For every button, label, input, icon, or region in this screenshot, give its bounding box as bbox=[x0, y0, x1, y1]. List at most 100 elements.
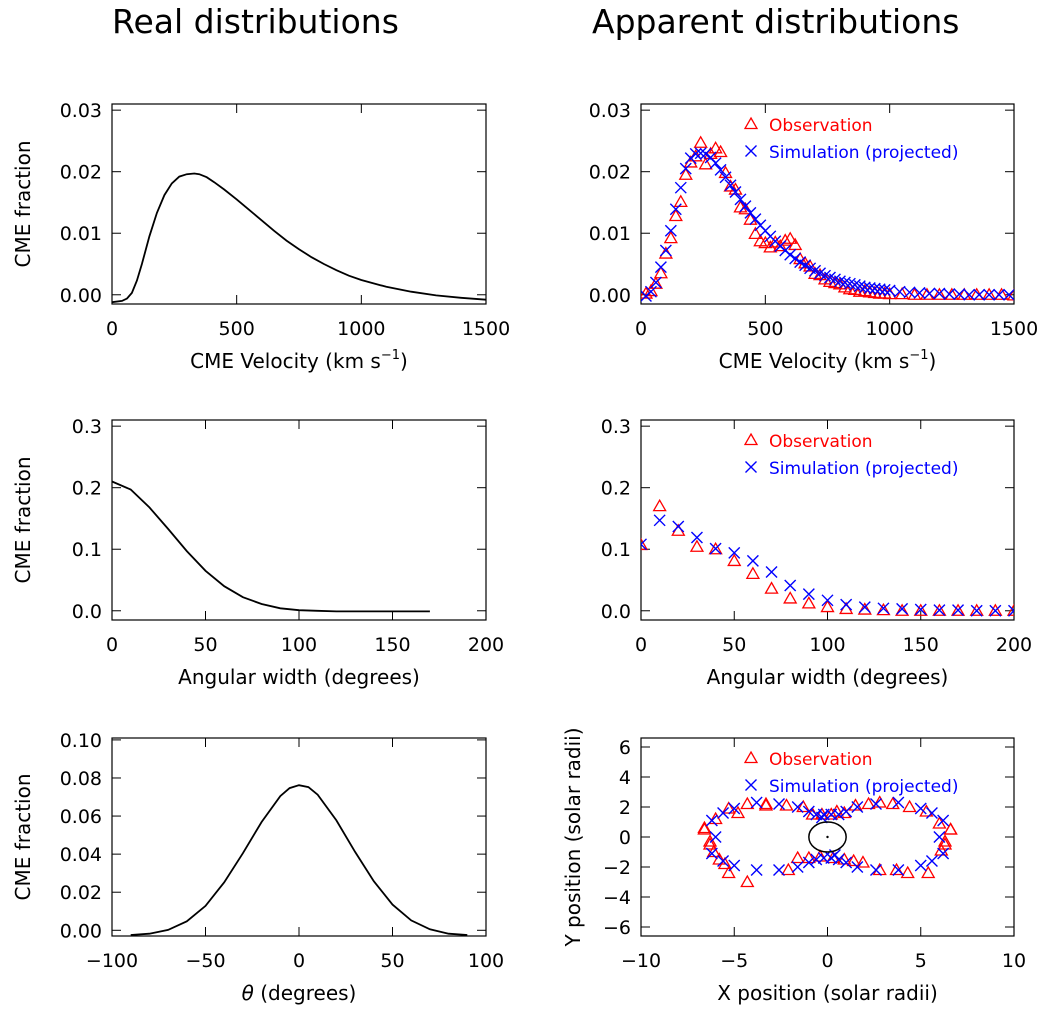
observation-point bbox=[702, 834, 718, 847]
plot-area bbox=[112, 480, 430, 613]
apparent-position-panel: −10 −5 0 5 10 −6 −4 −2 0 2 4 6 X position (solar rad… bbox=[561, 727, 1026, 1005]
x-tick-label: 500 bbox=[747, 318, 783, 340]
x-tick-label: 0 bbox=[293, 950, 305, 972]
sun-disk-outline bbox=[808, 821, 847, 853]
y-tick-label: 0.00 bbox=[589, 285, 631, 307]
y-tick-label: 0.06 bbox=[60, 806, 102, 828]
x-tick-label: 1500 bbox=[462, 318, 510, 340]
observation-point bbox=[702, 837, 718, 850]
y-tick-label: 0.2 bbox=[72, 478, 102, 500]
observation-point bbox=[894, 603, 910, 616]
x-tick-label: 1500 bbox=[990, 318, 1038, 340]
y-tick-label: 0.08 bbox=[60, 768, 102, 790]
y-tick-label: 4 bbox=[619, 767, 631, 789]
x-tick-label: 100 bbox=[809, 634, 845, 656]
y-tick-label: 0 bbox=[619, 827, 631, 849]
simulation-point bbox=[868, 282, 881, 295]
simulation-point bbox=[664, 224, 677, 237]
y-tick-label: 0.04 bbox=[60, 844, 102, 866]
y-tick-label: 0.3 bbox=[72, 416, 102, 438]
observation-point bbox=[790, 850, 805, 864]
plot-frame bbox=[111, 103, 487, 305]
simulation-point bbox=[815, 811, 828, 824]
observation-point bbox=[673, 194, 688, 207]
simulation-point bbox=[840, 856, 853, 869]
simulation-point bbox=[873, 283, 886, 296]
simulation-point bbox=[914, 859, 927, 872]
legend-label: Simulation (projected) bbox=[769, 143, 958, 163]
simulation-point bbox=[858, 601, 871, 614]
x-tick-label: 1000 bbox=[337, 318, 385, 340]
y-tick-label: 0.01 bbox=[60, 223, 102, 245]
simulation-point bbox=[937, 847, 950, 860]
simulation-point bbox=[1008, 604, 1014, 617]
observation-point bbox=[678, 167, 693, 180]
x-axis-label-sup: −1 bbox=[909, 348, 928, 363]
simulation-point bbox=[802, 588, 815, 601]
x-axis-label: CME Velocity (km s−1) bbox=[190, 348, 408, 373]
simulation-point bbox=[863, 282, 876, 294]
observation-point bbox=[758, 796, 774, 810]
x-tick-label: 1000 bbox=[865, 318, 913, 340]
y-tick-label: 0.2 bbox=[601, 478, 631, 500]
x-tick-label: 10 bbox=[1002, 950, 1026, 972]
plot-area bbox=[641, 135, 1014, 302]
observation-point bbox=[641, 537, 649, 551]
observation-point bbox=[857, 602, 872, 615]
observation-point bbox=[727, 553, 742, 567]
simulation-point bbox=[892, 796, 905, 809]
observation-point bbox=[861, 796, 876, 810]
observation-point bbox=[643, 283, 659, 297]
observation-point bbox=[730, 805, 746, 819]
observation-point bbox=[668, 208, 683, 222]
simulation-point bbox=[679, 162, 692, 175]
simulation-point bbox=[943, 288, 956, 301]
simulation-point bbox=[869, 864, 882, 876]
observation-point bbox=[713, 144, 728, 158]
observation-point bbox=[950, 603, 966, 616]
observation-point bbox=[937, 837, 953, 850]
x-axis-label-text: Angular width (degrees) bbox=[707, 665, 949, 689]
observation-point bbox=[781, 862, 796, 876]
observation-point bbox=[768, 235, 783, 248]
simulation-point bbox=[953, 288, 966, 301]
right-column-title: Apparent distributions bbox=[592, 2, 960, 41]
simulation-point bbox=[896, 602, 909, 615]
x-tick-label: 0 bbox=[106, 318, 118, 340]
simulation-point bbox=[933, 287, 946, 300]
simulation-point bbox=[963, 288, 976, 301]
observation-point bbox=[796, 799, 811, 813]
y-tick-label: 0.0 bbox=[601, 601, 631, 623]
simulation-point bbox=[659, 244, 672, 257]
simulation-point bbox=[746, 554, 759, 567]
observation-point bbox=[783, 231, 798, 244]
plot-area bbox=[130, 784, 468, 936]
simulation-point bbox=[749, 213, 762, 226]
y-axis-label: Y position (solar radii) bbox=[561, 727, 585, 947]
observation-point bbox=[913, 603, 928, 616]
simulation-point bbox=[925, 855, 938, 867]
x-axis-label: Angular width (degrees) bbox=[178, 665, 420, 689]
legend-label: Observation bbox=[769, 750, 873, 770]
legend-simulation-marker bbox=[745, 145, 757, 157]
simulation-point bbox=[878, 283, 891, 296]
y-tick-label: 0.02 bbox=[589, 162, 631, 184]
simulation-point bbox=[892, 864, 905, 876]
simulation-point bbox=[784, 579, 797, 592]
x-tick-label: 50 bbox=[722, 634, 746, 656]
x-axis-label-text: (degrees) bbox=[254, 981, 356, 1005]
legend-observation-marker bbox=[743, 432, 759, 446]
x-axis-label: CME Velocity (km s−1) bbox=[719, 348, 937, 373]
simulation-point bbox=[694, 147, 707, 160]
observation-point bbox=[943, 822, 958, 835]
simulation-point bbox=[689, 147, 702, 160]
simulation-point bbox=[649, 276, 662, 289]
x-tick-label: 200 bbox=[468, 634, 504, 656]
observation-point bbox=[697, 822, 712, 835]
x-axis-label: θ (degrees) bbox=[242, 981, 357, 1005]
observation-point bbox=[855, 855, 871, 868]
simulation-point bbox=[802, 856, 815, 869]
simulation-point bbox=[914, 802, 927, 815]
simulation-point bbox=[705, 814, 718, 827]
x-axis-label: Angular width (degrees) bbox=[707, 665, 949, 689]
